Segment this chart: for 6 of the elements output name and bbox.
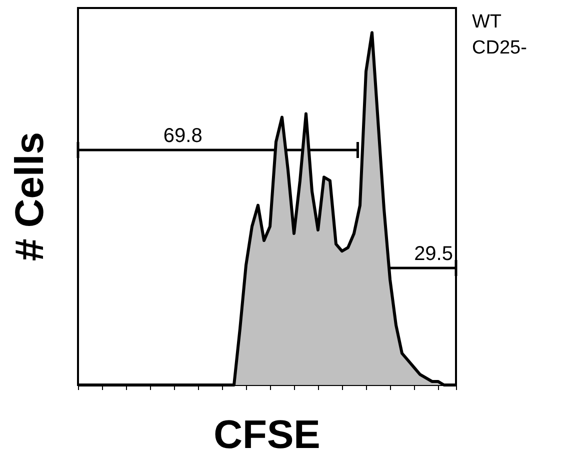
text: WT bbox=[472, 12, 502, 32]
y-axis-title: # Cells bbox=[8, 132, 52, 261]
x-axis-title: CFSE bbox=[214, 413, 320, 457]
annotation: 29.5 bbox=[414, 243, 453, 265]
annotation: 69.8 bbox=[163, 125, 202, 147]
text: CD25- bbox=[472, 38, 527, 58]
